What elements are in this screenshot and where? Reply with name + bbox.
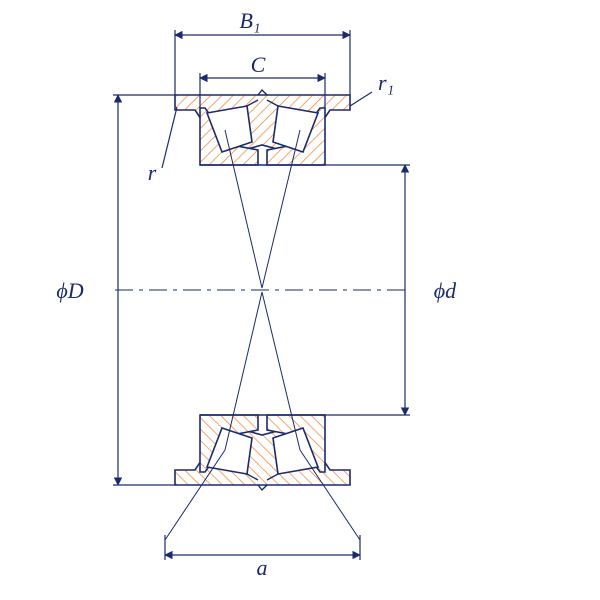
label-a: a (257, 555, 268, 580)
bearing-top-half (175, 90, 350, 165)
bearing-cross-section-diagram: B₁ C r₁ r ϕD ϕd a (0, 0, 600, 600)
leader-r1 (350, 92, 372, 106)
label-C: C (251, 52, 266, 77)
label-phid: ϕd (434, 278, 457, 303)
label-phiD: ϕD (56, 278, 83, 303)
label-B1: B₁ (239, 8, 260, 33)
label-r: r (148, 160, 157, 185)
bearing-bottom-half (175, 415, 350, 490)
label-r1: r₁ (378, 70, 394, 95)
leader-r (162, 107, 177, 168)
dimension-labels: B₁ C r₁ r ϕD ϕd a (56, 8, 457, 580)
